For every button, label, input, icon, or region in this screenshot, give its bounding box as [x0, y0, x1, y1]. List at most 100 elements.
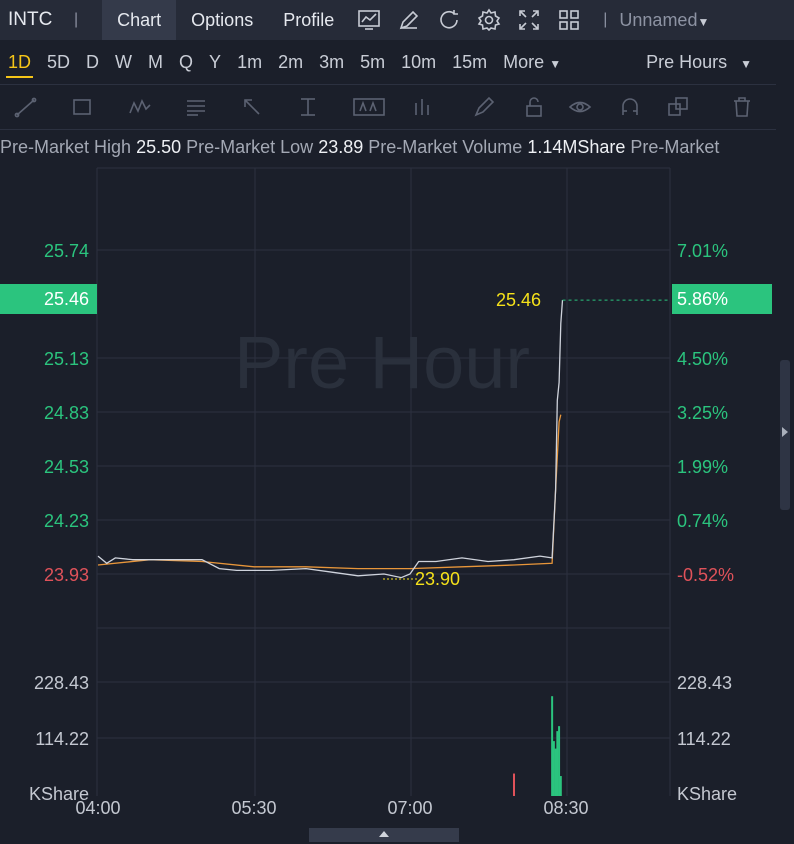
header-separator: |: [74, 11, 79, 28]
tab-options[interactable]: Options: [191, 10, 254, 30]
bar-pattern-icon[interactable]: [410, 95, 434, 119]
volume-bar: [559, 776, 562, 796]
caret-down-icon: ▼: [740, 57, 752, 71]
axis-labels: 25.74 25.13 24.83 24.53 24.23 23.93 7.01% 4.50%…: [0, 241, 772, 818]
price-tick-label: 24.83: [44, 403, 89, 423]
period-bar: 1D 5D D W M Q Y 1m 2m 3m 5m 10m 15m More…: [0, 40, 794, 84]
draw-pen-icon[interactable]: [397, 8, 421, 32]
stat-volume-label: Pre-Market Volume: [368, 137, 523, 157]
high-marker-label: 25.46: [496, 290, 541, 310]
current-pct-label: 5.86%: [677, 289, 728, 309]
period-5m[interactable]: 5m: [360, 52, 386, 72]
pattern-icon[interactable]: [128, 95, 152, 119]
brush-icon[interactable]: [472, 95, 496, 119]
lock-icon[interactable]: [522, 95, 546, 119]
period-15m[interactable]: 15m: [452, 52, 488, 72]
price-tick-label: 24.53: [44, 457, 89, 477]
header-separator-2: |: [603, 11, 608, 28]
time-tick-label: 05:30: [231, 798, 276, 818]
eye-icon[interactable]: [568, 95, 592, 119]
magnet-icon[interactable]: [618, 95, 642, 119]
trash-icon[interactable]: [730, 95, 754, 119]
stat-extra-label: Pre-Market: [630, 137, 720, 157]
bottom-panel-handle[interactable]: [309, 828, 459, 842]
volume-bar: [556, 731, 559, 796]
refresh-icon[interactable]: [437, 8, 461, 32]
stat-volume-value: 1.14MShare: [527, 137, 626, 157]
stat-low-label: Pre-Market Low: [186, 137, 314, 157]
period-10m[interactable]: 10m: [401, 52, 437, 72]
volume-unit-label-right: KShare: [677, 784, 737, 804]
chart-grid: [96, 167, 671, 796]
volume-bar: [554, 748, 557, 796]
layout-grid-icon[interactable]: [557, 8, 581, 32]
period-m[interactable]: M: [148, 52, 164, 72]
period-3m[interactable]: 3m: [319, 52, 345, 72]
period-d[interactable]: D: [86, 52, 100, 72]
time-tick-label: 08:30: [543, 798, 588, 818]
price-series-line: [97, 300, 564, 579]
settings-icon[interactable]: [477, 8, 501, 32]
layout-name-dropdown[interactable]: Unnamed▼: [619, 10, 709, 31]
session-label: Pre Hours: [646, 52, 728, 72]
current-pct-box: [672, 284, 772, 314]
price-tick-label: 25.13: [44, 349, 89, 369]
current-price-box: [0, 284, 97, 314]
current-price-label: 25.46: [44, 289, 89, 309]
pct-tick-label: 0.74%: [677, 511, 728, 531]
indicator-icon[interactable]: [357, 8, 381, 32]
expand-right-arrow-icon[interactable]: [782, 427, 788, 437]
stat-high-label: Pre-Market High: [0, 137, 132, 157]
price-range-icon[interactable]: [296, 95, 320, 119]
chart-watermark: Pre Hour: [234, 321, 530, 404]
fullscreen-icon[interactable]: [517, 8, 541, 32]
time-tick-label: 04:00: [75, 798, 120, 818]
drawing-toolbar: [0, 84, 776, 130]
clone-icon[interactable]: [666, 95, 690, 119]
stat-high-value: 25.50: [136, 137, 182, 157]
pct-tick-label: 4.50%: [677, 349, 728, 369]
tab-profile[interactable]: Profile: [283, 10, 335, 30]
low-marker-label: 23.90: [415, 569, 460, 589]
caret-down-icon: ▼: [697, 14, 710, 29]
price-tick-label: 25.74: [44, 241, 89, 261]
period-w[interactable]: W: [115, 52, 133, 72]
stat-low-value: 23.89: [318, 137, 364, 157]
period-q[interactable]: Q: [179, 52, 194, 72]
trend-line-icon[interactable]: [14, 95, 38, 119]
volume-tick-label: 228.43: [34, 673, 89, 693]
period-y[interactable]: Y: [209, 52, 222, 72]
rectangle-icon[interactable]: [70, 95, 94, 119]
time-tick-label: 07:00: [387, 798, 432, 818]
pct-tick-label: 7.01%: [677, 241, 728, 261]
volume-bar: [513, 773, 515, 796]
caret-down-icon: ▼: [549, 57, 562, 71]
period-1m[interactable]: 1m: [237, 52, 263, 72]
pct-tick-label: 3.25%: [677, 403, 728, 423]
price-chart[interactable]: Pre Hour 25.74 25.13 24.83 24.53 24.23 23.93 7…: [0, 164, 794, 828]
price-tick-label: 23.93: [44, 565, 89, 585]
volume-tick-label-right: 114.22: [677, 729, 731, 749]
pct-tick-label: -0.52%: [677, 565, 734, 585]
period-2m[interactable]: 2m: [278, 52, 304, 72]
volume-tick-label-right: 228.43: [677, 673, 732, 693]
price-tick-label: 24.23: [44, 511, 89, 531]
price-line: [97, 299, 670, 580]
period-more[interactable]: More ▼: [495, 40, 569, 84]
volume-bar: [552, 741, 555, 796]
period-1d[interactable]: 1D: [0, 40, 39, 84]
fib-icon[interactable]: [184, 95, 208, 119]
text-label-icon[interactable]: [352, 95, 386, 119]
layout-name-label: Unnamed: [619, 9, 698, 30]
top-bar: INTC | Chart Options Profile | Unnamed▼: [0, 0, 794, 40]
premarket-stats: Pre-Market High 25.50 Pre-Market Low 23.…: [0, 130, 794, 164]
period-5d[interactable]: 5D: [47, 52, 71, 72]
session-dropdown[interactable]: Pre Hours ▼: [646, 40, 752, 86]
average-price-line: [97, 414, 562, 570]
arrow-icon[interactable]: [240, 95, 264, 119]
tab-chart[interactable]: Chart: [102, 0, 177, 40]
volume-bar: [558, 726, 561, 796]
volume-bars: [513, 696, 562, 796]
pct-tick-label: 1.99%: [677, 457, 728, 477]
symbol-label[interactable]: INTC: [8, 9, 53, 30]
